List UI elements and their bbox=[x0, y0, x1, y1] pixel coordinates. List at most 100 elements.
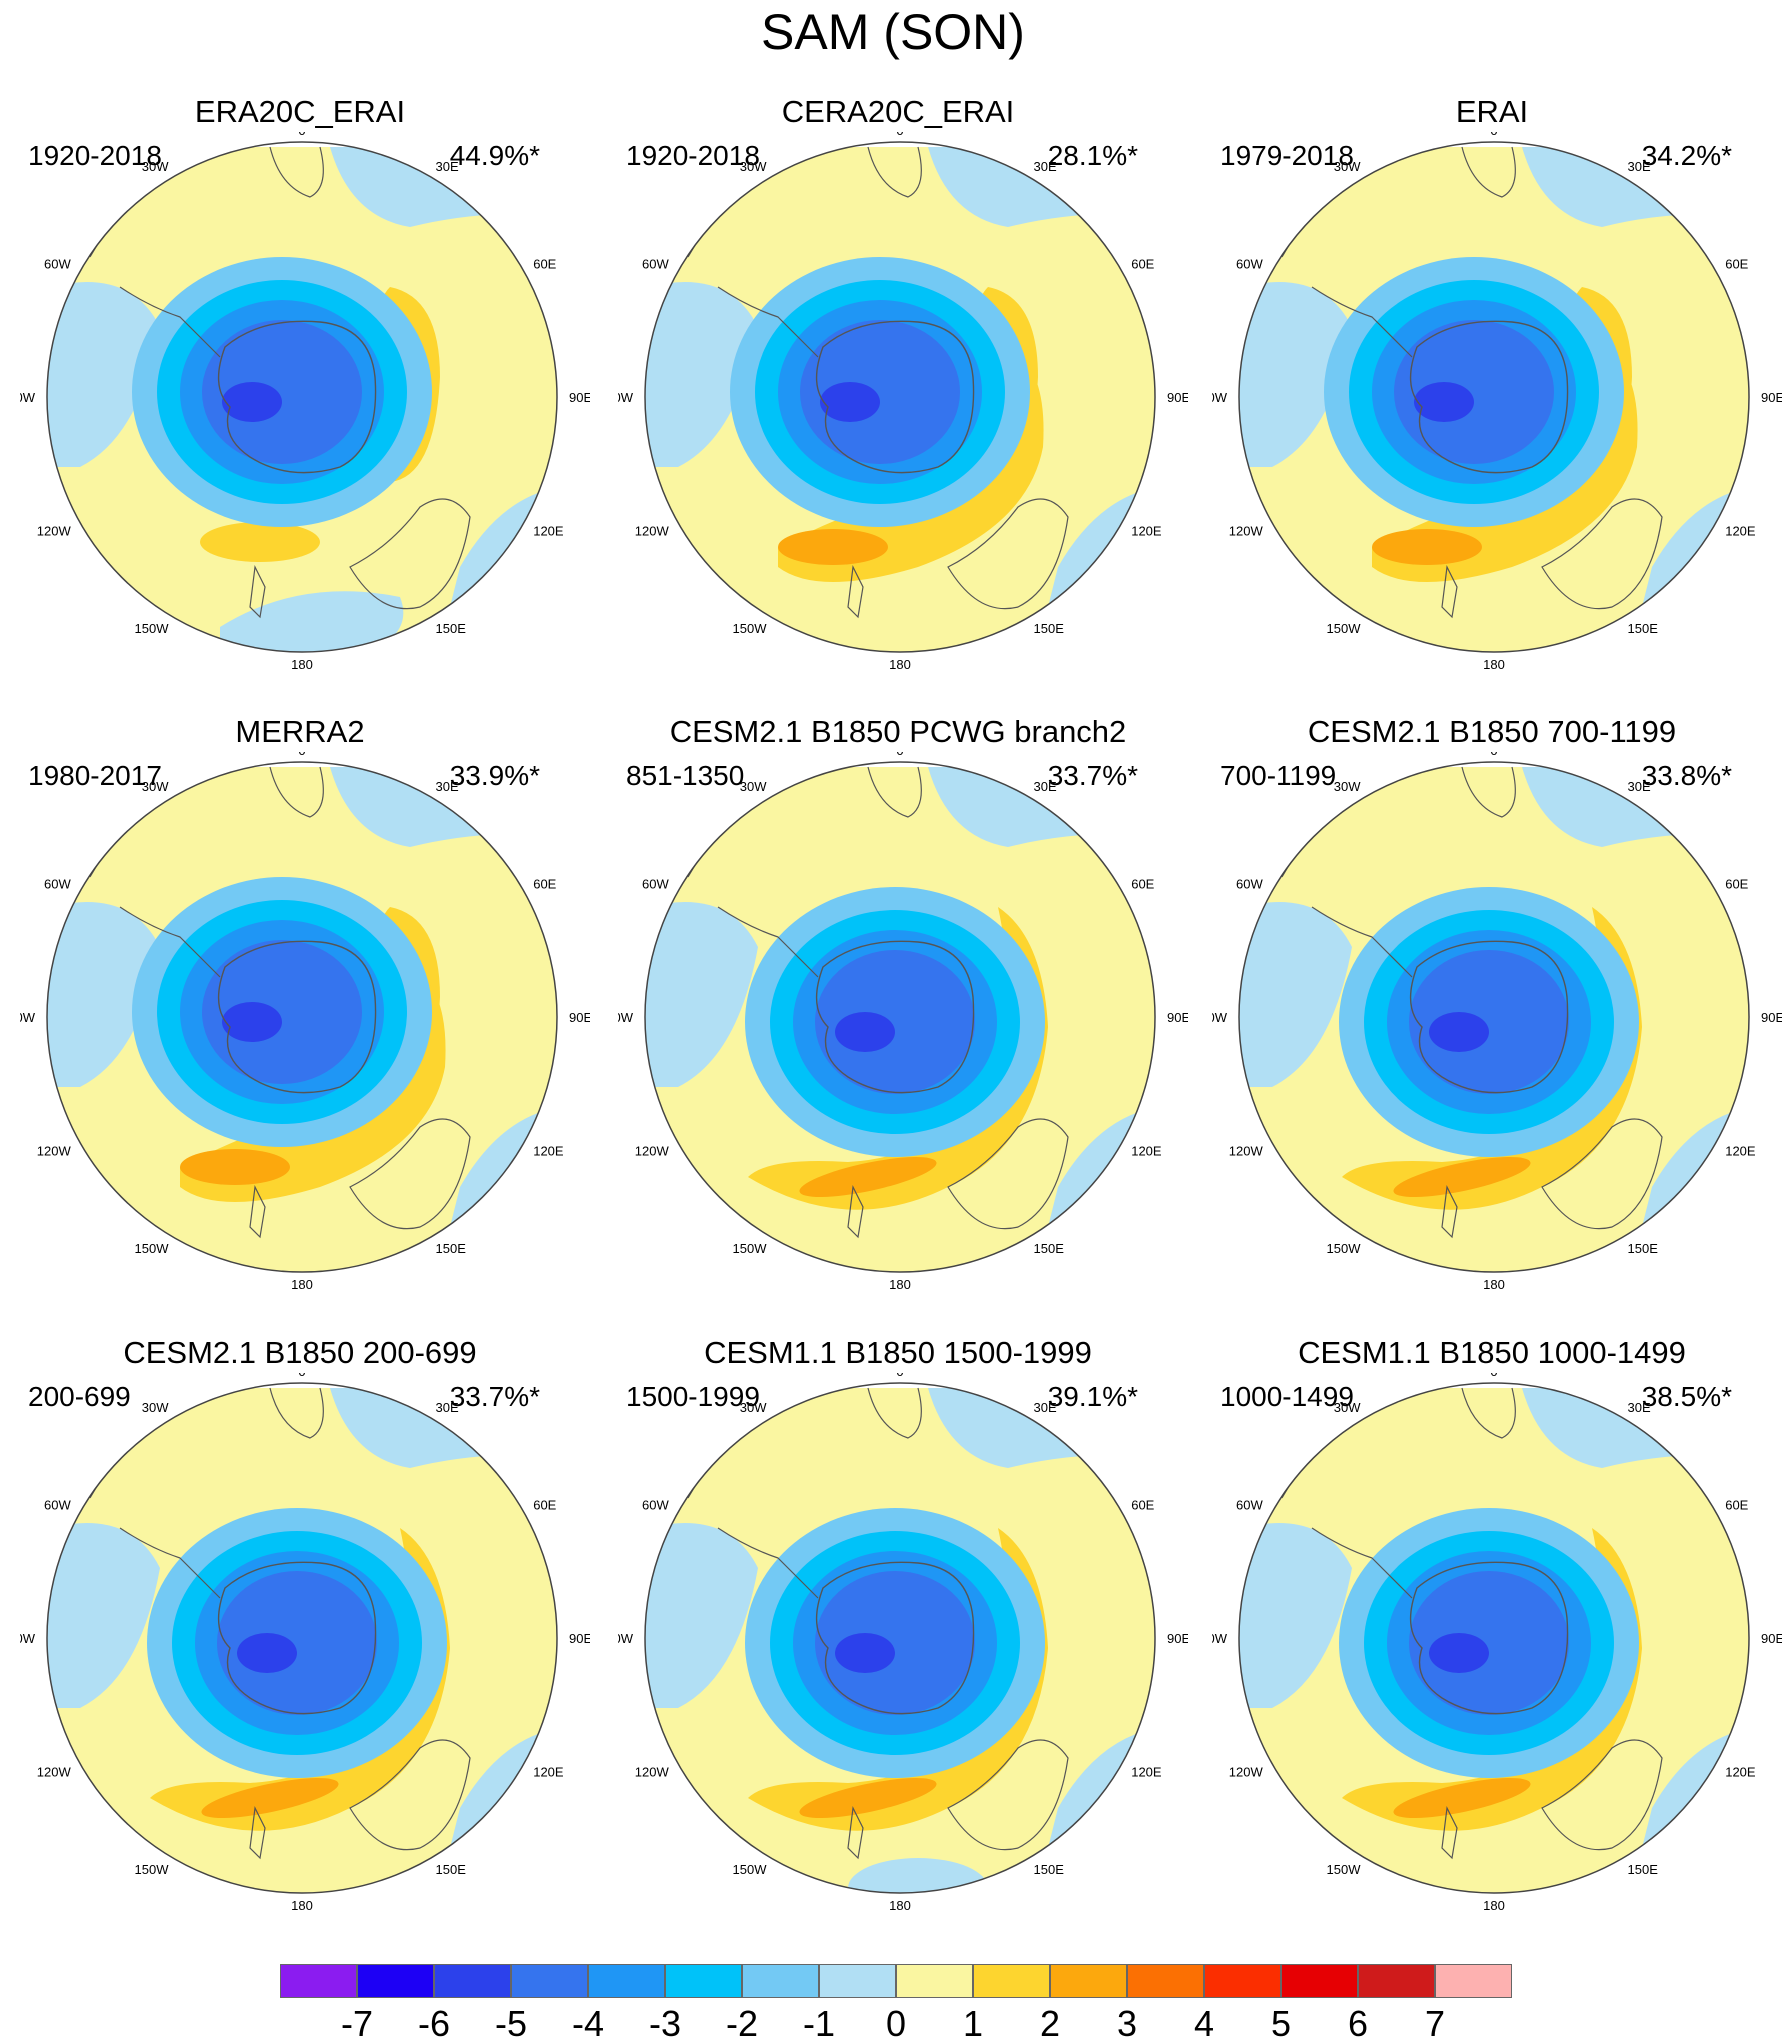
period-label: 700-1199 bbox=[1220, 760, 1337, 791]
longitude-label: 150E bbox=[1034, 1862, 1065, 1877]
longitude-label: 90W bbox=[20, 1631, 36, 1646]
map-boundary bbox=[644, 1382, 1156, 1894]
longitude-label: 120E bbox=[1725, 524, 1756, 539]
longitude-label: 90W bbox=[618, 390, 634, 405]
explained-variance-label: 33.7%* bbox=[449, 1381, 540, 1412]
longitude-label: 150E bbox=[436, 621, 467, 636]
map-panel: CESM1.1 B1850 1000-1499 0 30E 60E 90E 120E 150… bbox=[1212, 1333, 1782, 1945]
positive-anomaly-core bbox=[799, 1778, 937, 1818]
longitude-label: 90W bbox=[618, 1631, 634, 1646]
africa-coastline bbox=[269, 146, 324, 198]
explained-variance-label: 33.9%* bbox=[449, 760, 540, 791]
explained-variance-label: 28.1%* bbox=[1047, 140, 1138, 171]
longitude-label: 90E bbox=[1167, 1631, 1188, 1646]
australia-coastline bbox=[349, 1739, 471, 1851]
anomaly-level-neg5 bbox=[222, 382, 282, 422]
longitude-label: 120E bbox=[533, 524, 564, 539]
new-zealand-coastline bbox=[249, 1805, 266, 1860]
australia-coastline bbox=[1541, 498, 1663, 610]
positive-anomaly-core bbox=[180, 1149, 290, 1185]
africa-coastline bbox=[867, 146, 922, 198]
panel-title: MERRA2 bbox=[235, 714, 365, 749]
longitude-label: 0 bbox=[896, 752, 903, 758]
anomaly-level-neg4 bbox=[1409, 1571, 1569, 1715]
longitude-label: 60W bbox=[44, 1498, 71, 1513]
polar-stereographic-map: 0 30E 60E 90E 120E 150E 180 150W 120W 90W 60W 30W bbox=[20, 132, 590, 672]
longitude-label: 30E bbox=[1628, 779, 1651, 794]
period-label: 1920-2018 bbox=[28, 140, 162, 171]
panel-title: CESM2.1 B1850 700-1199 bbox=[1307, 714, 1677, 749]
longitude-label: 150E bbox=[436, 1862, 467, 1877]
antarctica-coastline bbox=[1409, 320, 1569, 474]
longitude-label: 180 bbox=[889, 1277, 911, 1292]
colorbar-tick-label: 3 bbox=[1116, 2003, 1138, 2044]
longitude-label: 150W bbox=[135, 621, 170, 636]
longitude-label: 30W bbox=[1334, 1400, 1361, 1415]
longitude-label: 90E bbox=[569, 1010, 590, 1025]
colorbar-swatch bbox=[896, 1964, 973, 1998]
africa-coastline bbox=[269, 766, 324, 818]
longitude-label: 90E bbox=[1167, 1010, 1188, 1025]
longitude-label: 60E bbox=[1131, 1498, 1154, 1513]
longitude-label: 120E bbox=[533, 1144, 564, 1159]
polar-stereographic-map: 0 30E 60E 90E 120E 150E 180 150W 120W 90W 60W 30W bbox=[1212, 1373, 1782, 1913]
positive-anomaly-core bbox=[201, 1778, 339, 1818]
longitude-label: 60E bbox=[533, 877, 556, 892]
anomaly-level-neg4 bbox=[202, 940, 362, 1084]
longitude-label: 150E bbox=[1628, 1241, 1659, 1256]
longitude-label: 120W bbox=[635, 1765, 670, 1780]
longitude-label: 120E bbox=[1131, 1765, 1162, 1780]
longitude-label: 120E bbox=[1131, 524, 1162, 539]
negative-region bbox=[848, 1858, 988, 1893]
africa-coastline bbox=[269, 1387, 324, 1439]
positive-anomaly bbox=[180, 967, 446, 1202]
colorbar-swatch bbox=[1358, 1964, 1435, 1998]
negative-region bbox=[47, 282, 160, 467]
negative-region bbox=[645, 902, 758, 1087]
period-label: 1980-2017 bbox=[28, 760, 162, 791]
colorbar-tick-label: 2 bbox=[1039, 2003, 1061, 2044]
explained-variance-label: 39.1%* bbox=[1047, 1381, 1138, 1412]
longitude-label: 60E bbox=[1131, 257, 1154, 272]
longitude-label: 150W bbox=[135, 1862, 170, 1877]
longitude-label: 0 bbox=[896, 132, 903, 138]
australia-coastline bbox=[947, 498, 1069, 610]
colorbar-tick-label: 6 bbox=[1347, 2003, 1369, 2044]
longitude-label: 180 bbox=[889, 657, 911, 672]
new-zealand-coastline bbox=[249, 564, 266, 619]
longitude-label: 30W bbox=[740, 1400, 767, 1415]
anomaly-level-neg4 bbox=[815, 1571, 975, 1715]
antarctica-coastline bbox=[815, 940, 975, 1094]
negative-region bbox=[1239, 1523, 1352, 1708]
panel-title: CESM1.1 B1850 1500-1999 bbox=[704, 1335, 1092, 1370]
longitude-label: 120W bbox=[1229, 1765, 1264, 1780]
longitude-label: 180 bbox=[291, 1277, 313, 1292]
polar-stereographic-map: 0 30E 60E 90E 120E 150E 180 150W 120W 90W 60W 30W bbox=[20, 1373, 590, 1913]
colorbar-tick-label: -5 bbox=[494, 2003, 527, 2044]
colorbar-tick-label: 0 bbox=[885, 2003, 907, 2044]
longitude-label: 30E bbox=[1034, 779, 1057, 794]
explained-variance-label: 44.9%* bbox=[449, 140, 540, 171]
africa-coastline bbox=[1461, 146, 1516, 198]
longitude-label: 30E bbox=[436, 1400, 459, 1415]
positive-anomaly-core bbox=[778, 529, 888, 565]
explained-variance-label: 33.7%* bbox=[1047, 760, 1138, 791]
antarctica-coastline bbox=[217, 940, 377, 1094]
colorbar-swatch bbox=[357, 1964, 434, 1998]
south-america-coastline bbox=[119, 1527, 221, 1599]
longitude-label: 30E bbox=[436, 779, 459, 794]
period-label: 1000-1499 bbox=[1220, 1381, 1354, 1412]
longitude-label: 60W bbox=[44, 877, 71, 892]
anomaly-level-neg4 bbox=[217, 1571, 377, 1715]
explained-variance-label: 33.8%* bbox=[1641, 760, 1732, 791]
explained-variance-label: 34.2%* bbox=[1641, 140, 1732, 171]
map-boundary bbox=[644, 141, 1156, 653]
colorbar-tick-label: 4 bbox=[1193, 2003, 1215, 2044]
anomaly-level-neg5 bbox=[1414, 382, 1474, 422]
south-america-coastline bbox=[119, 286, 221, 358]
south-america-coastline bbox=[717, 1527, 819, 1599]
colorbar-tick-label: 1 bbox=[962, 2003, 984, 2044]
colorbar-tick-label: -2 bbox=[725, 2003, 758, 2044]
map-panel: CESM2.1 B1850 200-699 0 30E 60E 90E 120E 150E 1… bbox=[20, 1333, 590, 1945]
colorbar-swatch bbox=[434, 1964, 511, 1998]
